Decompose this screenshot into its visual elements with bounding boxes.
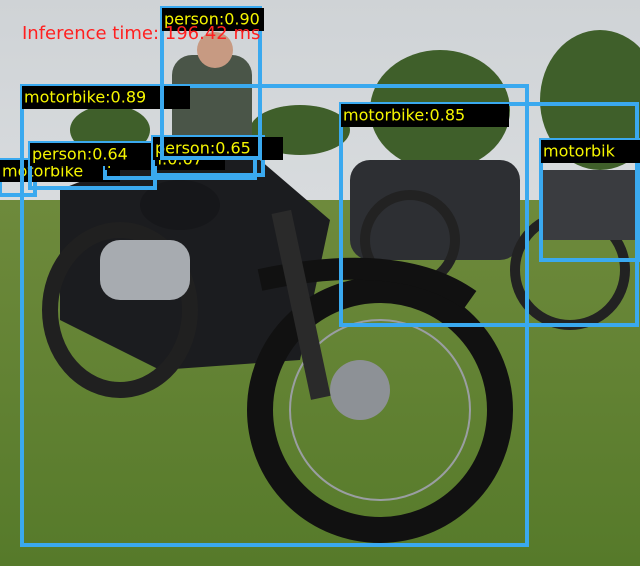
label-background [30, 143, 158, 166]
detection: person:0.90 [160, 6, 264, 160]
detection-label: motorbike:0.85 [343, 106, 465, 125]
background-motorcycles [350, 160, 640, 330]
inference-time: Inference time: 196.42 ms [22, 23, 260, 44]
detection-label: motorbik [543, 142, 616, 161]
detection: motorbike:0.85 [339, 102, 639, 327]
detection-label: person:0.64 [32, 145, 128, 164]
detection-label: person:0.65 [155, 139, 251, 158]
label-background [162, 8, 264, 31]
detection-label: person:0.90 [164, 10, 260, 29]
label-background [341, 104, 509, 127]
detection-label: motorbike:0.89 [24, 88, 146, 107]
detection: motorbike:0.89 [20, 84, 529, 547]
detection: person:0.64 [28, 141, 158, 190]
label-background [541, 140, 640, 163]
detection: motorbik [539, 138, 640, 262]
bounding-box [20, 84, 529, 547]
label-background [22, 86, 190, 109]
detection: person:0.65 [151, 135, 283, 177]
main-motorcycle [42, 158, 513, 543]
label-background [153, 137, 283, 160]
